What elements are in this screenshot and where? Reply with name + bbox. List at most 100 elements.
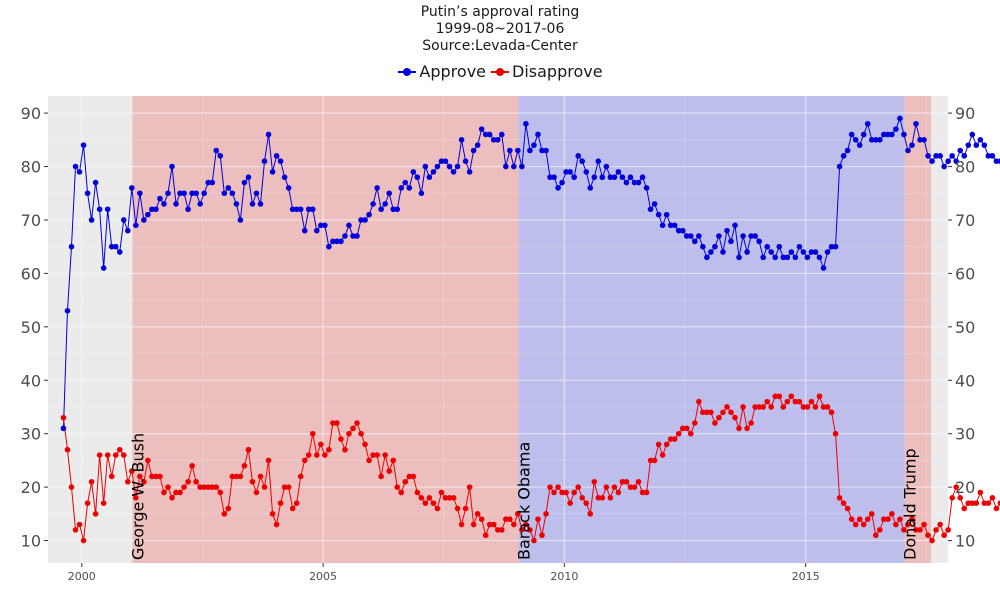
axes: 10 10 20 20 30 30 40 40 50 50 60 60 70 70 80 80 90 90 2000…	[21, 104, 976, 583]
point-disapprove-169	[740, 404, 746, 410]
point-disapprove-104	[478, 516, 485, 522]
point-approve-95	[442, 158, 449, 164]
point-disapprove-189	[820, 404, 827, 410]
band-donald-trump	[904, 96, 932, 563]
point-approve-55	[281, 174, 288, 181]
point-disapprove-9	[96, 452, 103, 458]
point-approve-66	[326, 243, 332, 250]
point-disapprove-191	[828, 409, 835, 416]
point-approve-72	[350, 233, 356, 239]
point-disapprove-51	[265, 457, 272, 464]
chart-legend: Approve Disapprove	[0, 62, 1000, 81]
point-approve-91	[426, 174, 433, 181]
point-approve-153	[675, 227, 682, 234]
point-disapprove-98	[454, 505, 461, 512]
point-disapprove-32	[189, 462, 195, 469]
point-disapprove-49	[257, 473, 264, 480]
point-approve-1	[64, 308, 71, 314]
point-approve-35	[201, 190, 207, 197]
point-disapprove-233	[997, 500, 1000, 506]
y-tick-label-right-50: 50	[955, 318, 975, 337]
point-disapprove-231	[989, 495, 996, 501]
point-disapprove-151	[667, 436, 674, 442]
point-approve-47	[249, 201, 256, 207]
point-approve-15	[120, 217, 127, 223]
point-approve-213	[917, 137, 923, 143]
point-disapprove-119	[539, 532, 545, 539]
point-approve-232	[993, 158, 1000, 164]
point-disapprove-138	[615, 489, 622, 496]
point-approve-185	[804, 254, 811, 261]
point-disapprove-65	[322, 452, 328, 458]
legend-item-approve: Approve	[397, 62, 486, 81]
point-approve-216	[929, 158, 935, 164]
point-disapprove-126	[567, 500, 573, 506]
point-disapprove-47	[249, 478, 256, 485]
point-disapprove-143	[635, 478, 642, 485]
point-approve-211	[909, 142, 915, 148]
point-approve-52	[269, 169, 276, 175]
point-disapprove-105	[482, 532, 489, 539]
point-disapprove-195	[844, 505, 851, 512]
point-disapprove-29	[177, 489, 183, 496]
point-disapprove-53	[273, 521, 280, 528]
point-approve-5	[80, 142, 87, 148]
point-approve-178	[776, 243, 783, 250]
point-approve-113	[515, 147, 521, 154]
point-disapprove-56	[285, 484, 292, 490]
point-disapprove-192	[832, 430, 839, 437]
y-tick-label-left-20: 20	[21, 478, 41, 497]
point-approve-13	[112, 243, 119, 250]
point-disapprove-95	[442, 495, 449, 501]
point-disapprove-146	[647, 457, 654, 464]
point-approve-166	[728, 238, 734, 245]
point-approve-188	[816, 254, 823, 261]
point-disapprove-125	[563, 489, 569, 496]
point-disapprove-187	[812, 404, 819, 410]
point-disapprove-67	[330, 420, 336, 426]
y-tick-label-left-60: 60	[21, 264, 41, 283]
point-disapprove-18	[133, 495, 139, 501]
point-approve-109	[498, 131, 505, 138]
point-disapprove-201	[868, 511, 875, 517]
point-approve-146	[647, 206, 654, 213]
point-approve-80	[382, 201, 388, 207]
point-disapprove-81	[386, 468, 392, 474]
point-approve-26	[165, 190, 171, 197]
point-approve-87	[410, 169, 417, 175]
point-approve-92	[430, 169, 437, 175]
point-disapprove-36	[205, 484, 212, 490]
point-disapprove-224	[961, 505, 968, 512]
point-disapprove-232	[993, 505, 1000, 512]
point-disapprove-59	[297, 473, 304, 480]
point-disapprove-114	[519, 527, 525, 533]
point-disapprove-166	[728, 409, 734, 416]
point-approve-38	[213, 147, 220, 154]
point-approve-45	[241, 179, 248, 186]
point-disapprove-209	[901, 527, 907, 533]
y-tick-label-right-40: 40	[955, 371, 975, 390]
point-disapprove-1	[64, 446, 71, 453]
point-disapprove-64	[318, 441, 324, 448]
point-approve-163	[716, 233, 722, 239]
point-approve-160	[704, 254, 710, 261]
point-approve-85	[402, 179, 409, 186]
point-disapprove-70	[342, 446, 348, 453]
point-disapprove-153	[675, 430, 682, 437]
point-disapprove-71	[346, 430, 352, 437]
point-disapprove-6	[84, 500, 91, 506]
point-approve-162	[712, 243, 718, 250]
point-approve-149	[659, 222, 666, 229]
point-disapprove-175	[764, 398, 770, 405]
point-disapprove-77	[370, 452, 376, 458]
point-disapprove-89	[418, 495, 425, 501]
point-disapprove-102	[470, 521, 477, 528]
point-disapprove-199	[860, 521, 867, 528]
presidency-label-barack-obama: Barack Obama	[515, 442, 534, 560]
point-approve-33	[193, 190, 199, 197]
point-approve-197	[852, 137, 859, 143]
point-disapprove-133	[595, 495, 602, 501]
point-approve-51	[265, 131, 272, 138]
point-approve-106	[486, 131, 493, 138]
point-disapprove-25	[161, 489, 167, 496]
